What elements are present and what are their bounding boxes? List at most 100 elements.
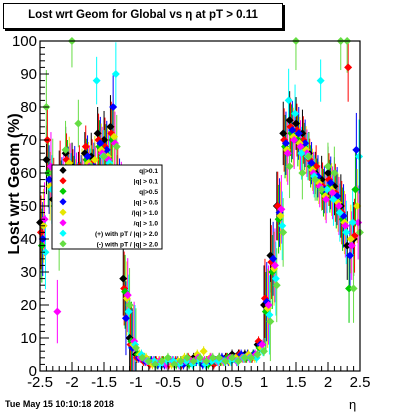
legend-entry: (+) with pT / |q| > 2.0 (95, 231, 158, 238)
data-point (342, 228, 351, 237)
data-point (307, 159, 316, 168)
data-point (265, 310, 274, 319)
data-point (109, 103, 118, 111)
data-point (281, 139, 290, 148)
data-point (284, 96, 293, 105)
data-point (304, 152, 313, 161)
legend: q|>0.1 |q| > 0.1 q|>0.5 |q| > 0.5 /|q| > 1.0… (51, 164, 163, 250)
data-point (277, 205, 286, 214)
data-point (283, 149, 292, 158)
legend-marker (59, 187, 67, 195)
data-point (278, 221, 287, 230)
x-tick-label: -1 (129, 374, 142, 391)
data-point (119, 274, 128, 283)
data-point (298, 169, 307, 177)
data-point (61, 145, 70, 154)
data-point (240, 353, 249, 362)
data-point (330, 169, 339, 177)
x-tick-label: 2 (324, 374, 332, 391)
data-point (297, 149, 306, 158)
data-point (234, 357, 243, 366)
x-tick-label: 1.5 (286, 374, 307, 391)
data-point (270, 261, 279, 270)
data-point (41, 248, 50, 257)
data-point (170, 360, 179, 369)
data-point (247, 353, 256, 362)
data-point (346, 235, 355, 243)
data-point (106, 122, 115, 131)
chart-title: Lost wrt Geom for Global vs η at pT > 0.… (28, 9, 258, 21)
data-point (291, 109, 300, 118)
data-point (259, 347, 268, 356)
data-point (285, 162, 294, 171)
data-point (334, 202, 343, 210)
data-point (326, 178, 335, 187)
data-point (351, 185, 360, 194)
data-point (316, 76, 325, 85)
data-point (92, 76, 101, 85)
x-axis-label: η (349, 397, 357, 412)
data-point (99, 152, 108, 161)
x-tick-label: 0.5 (222, 374, 243, 391)
data-point (352, 145, 361, 154)
data-point (81, 142, 90, 151)
data-point (221, 357, 230, 366)
data-point (269, 254, 278, 263)
data-point (124, 307, 133, 316)
data-point (53, 307, 62, 316)
data-point (271, 274, 280, 283)
legend-entry: /|q| > 1.0 (132, 210, 159, 217)
data-point (157, 357, 166, 366)
legend-entry: |q| > 0.5 (134, 199, 159, 206)
y-tick-label: 20 (20, 297, 37, 314)
data-point (345, 251, 354, 260)
data-point (74, 119, 83, 128)
y-tick-label: 0 (29, 363, 37, 380)
data-point (266, 317, 275, 326)
data-point (264, 301, 273, 309)
y-tick-label: 100 (12, 33, 37, 50)
legend-marker (59, 177, 67, 185)
legend-entry: q|>0.5 (139, 189, 158, 196)
x-tick-label: -0.5 (155, 374, 181, 391)
legend-entry: q|>0.1 (139, 168, 158, 175)
data-point (328, 188, 337, 197)
data-point (317, 185, 326, 194)
data-point (90, 155, 99, 164)
data-point (96, 139, 105, 148)
y-axis-label: Lost wrt Geom (%) (6, 113, 23, 255)
data-point (290, 136, 299, 144)
title-box: Lost wrt Geom for Global vs η at pT > 0.… (3, 3, 283, 29)
x-tick-label: -1.5 (91, 374, 117, 391)
data-point (208, 353, 217, 362)
data-point (324, 169, 333, 177)
data-point (138, 353, 147, 362)
data-point (202, 357, 211, 366)
data-point (253, 350, 262, 359)
data-point (349, 284, 358, 293)
data-point (195, 353, 204, 362)
data-point (355, 152, 364, 161)
data-point (111, 70, 120, 78)
data-point (347, 241, 356, 250)
y-tick-label: 90 (20, 66, 37, 83)
legend-marker (59, 166, 67, 174)
legend-marker (59, 219, 67, 227)
data-point (345, 284, 354, 293)
data-point (323, 162, 332, 171)
data-point (45, 175, 54, 184)
data-point (125, 301, 134, 309)
y-tick-label: 40 (20, 231, 37, 248)
data-point (112, 142, 121, 151)
legend-marker (59, 208, 67, 216)
data-point (311, 175, 320, 184)
data-point (215, 353, 224, 362)
legend-box (51, 164, 163, 250)
x-tick-label: 2.5 (350, 374, 371, 391)
data-point (348, 218, 357, 227)
data-point (279, 129, 288, 138)
timestamp-footer: Tue May 15 10:10:18 2018 (5, 399, 114, 409)
data-point (335, 208, 344, 217)
data-point (163, 353, 172, 362)
